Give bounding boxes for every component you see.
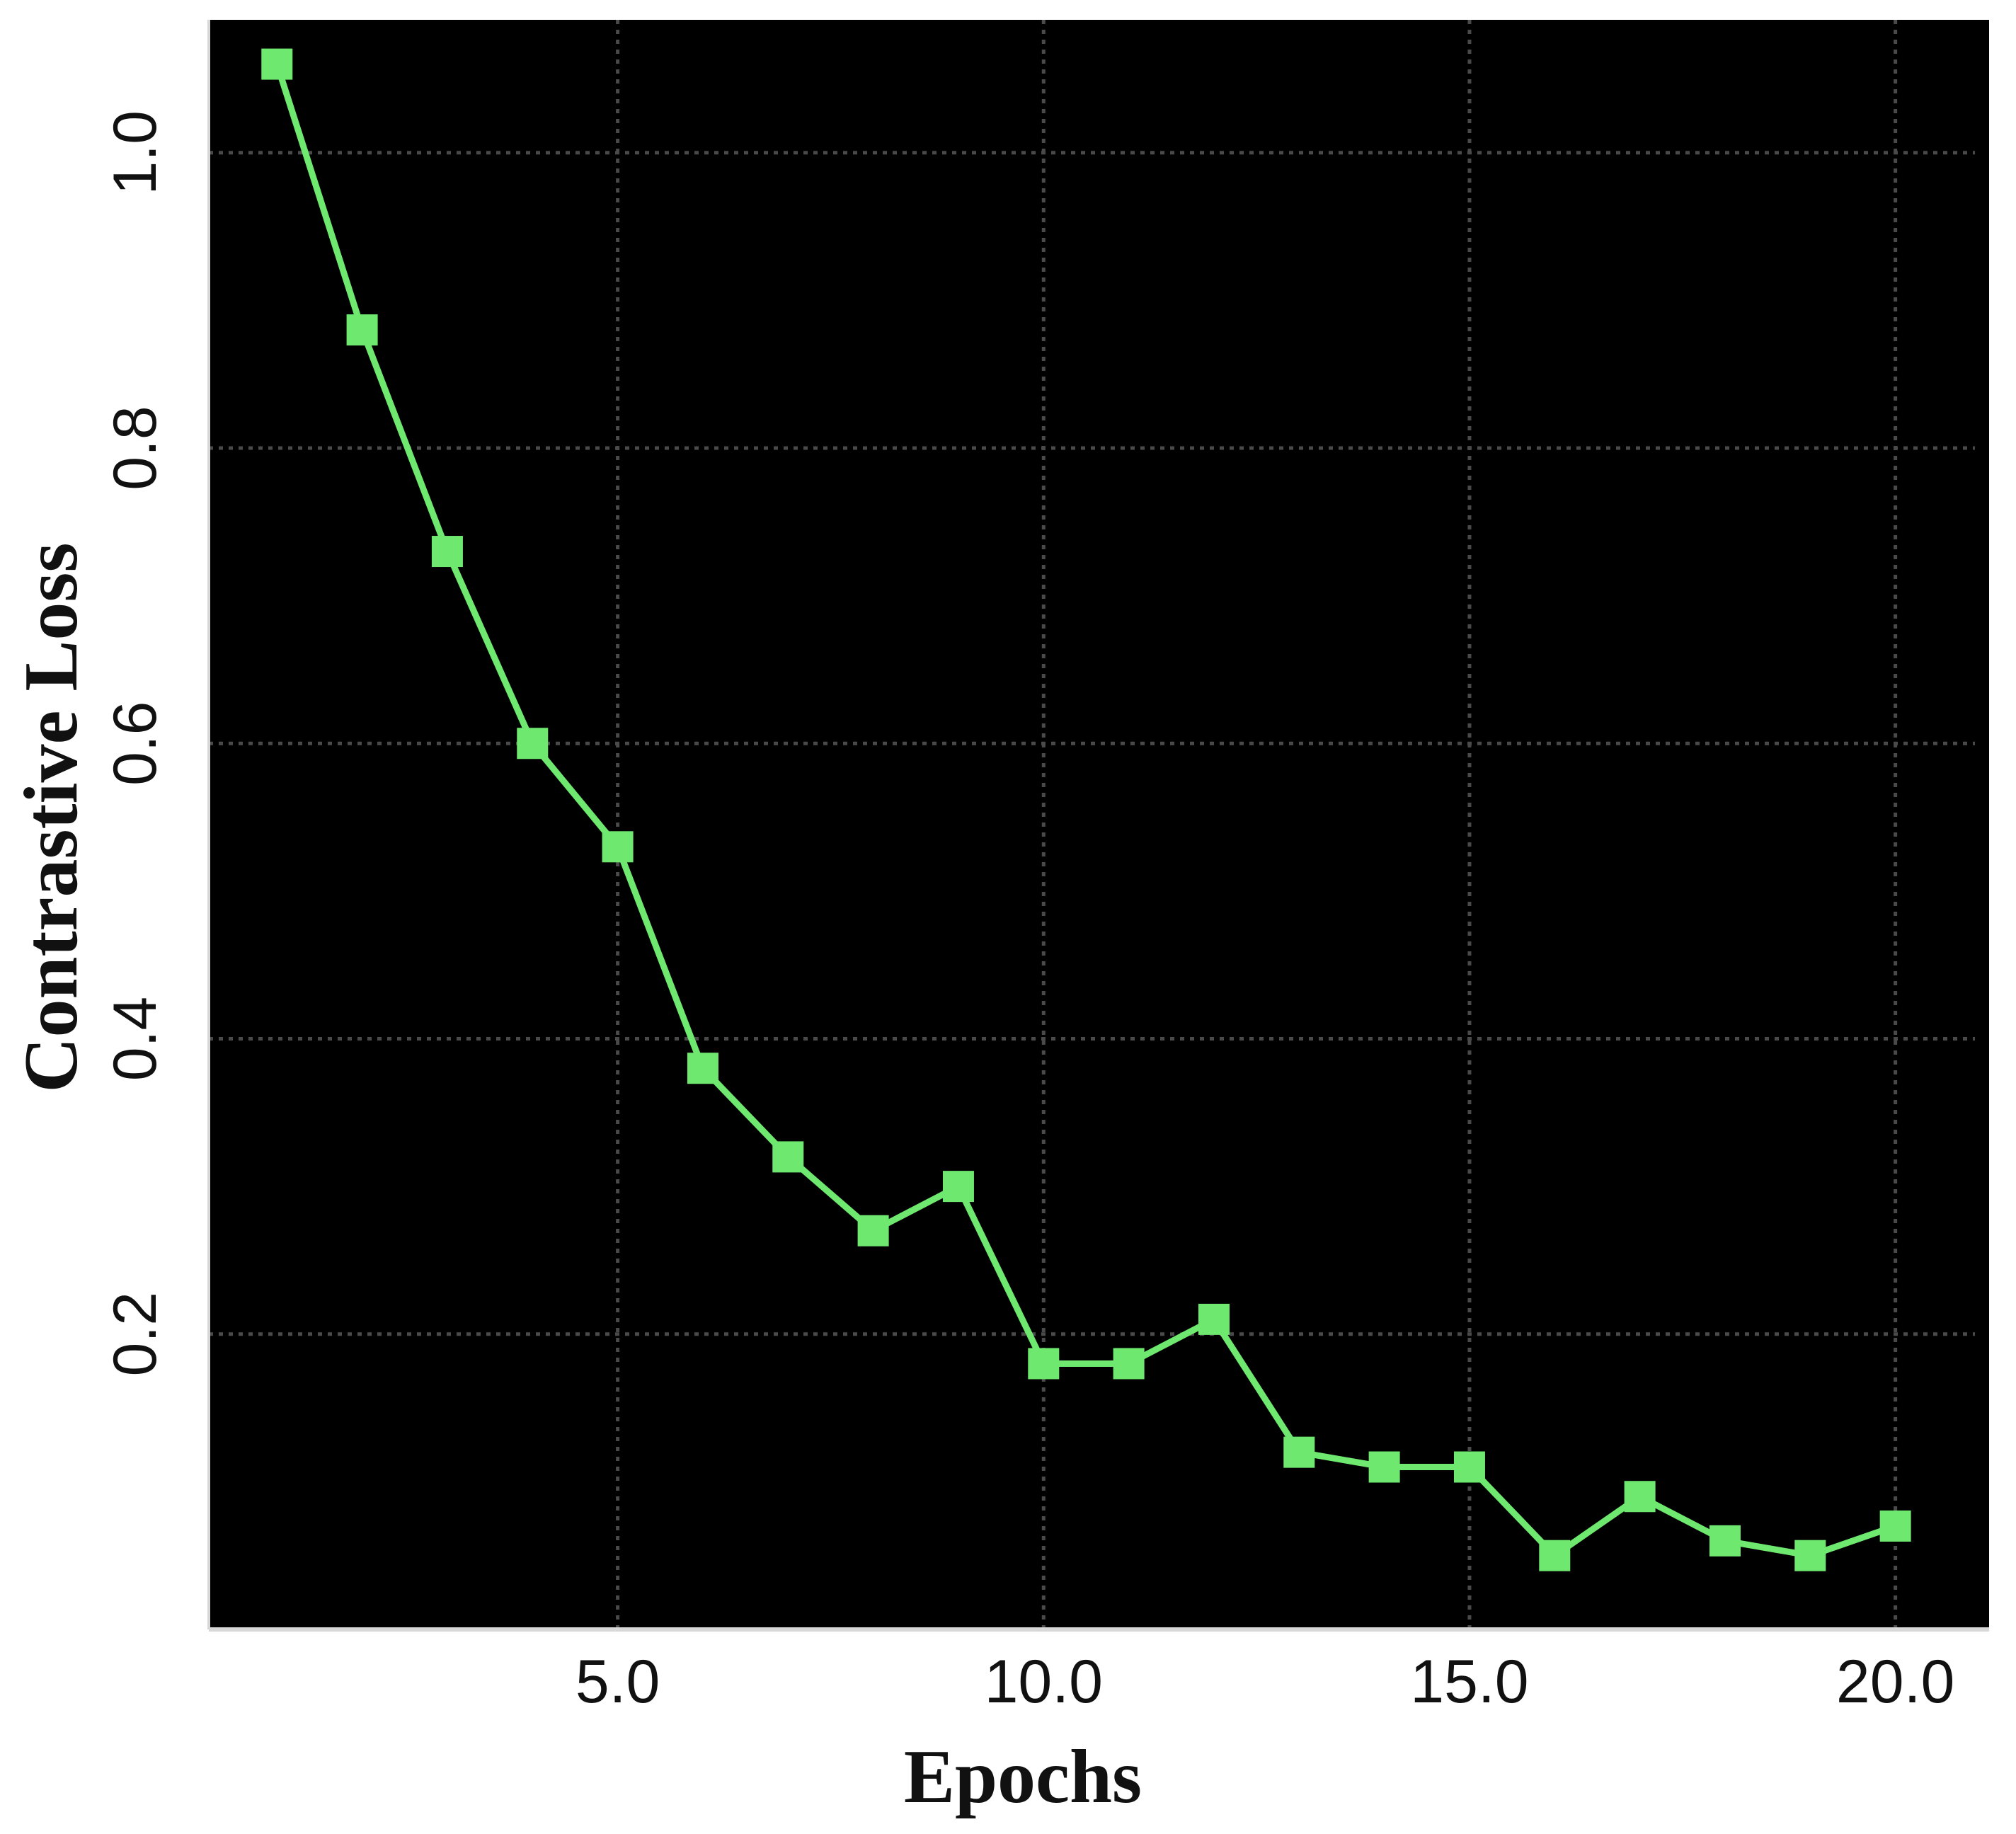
data-point-marker bbox=[1198, 1303, 1230, 1335]
tick-labels: 5.0 10.0 15.0 20.0 0.2 0.4 0.6 0.8 1.0 bbox=[101, 110, 1954, 1716]
plot-background bbox=[209, 20, 1989, 1629]
x-tick-label: 20.0 bbox=[1836, 1648, 1954, 1716]
data-point-marker bbox=[1283, 1436, 1315, 1468]
x-axis-label: Epochs bbox=[904, 1735, 1142, 1819]
data-point-marker bbox=[261, 48, 293, 80]
data-point-marker bbox=[1879, 1510, 1911, 1542]
y-tick-label: 0.8 bbox=[101, 406, 169, 491]
data-point-marker bbox=[431, 536, 463, 568]
data-point-marker bbox=[346, 314, 378, 346]
data-point-marker bbox=[1709, 1525, 1741, 1557]
grid bbox=[209, 20, 1975, 1629]
data-point-marker bbox=[1028, 1348, 1060, 1380]
axes bbox=[207, 20, 1989, 1632]
data-point-marker bbox=[1539, 1540, 1571, 1571]
y-axis-label: Contrastive Loss bbox=[9, 543, 93, 1093]
x-tick-label: 5.0 bbox=[575, 1648, 660, 1716]
data-point-marker bbox=[517, 728, 549, 760]
data-point-marker bbox=[1794, 1540, 1826, 1571]
y-tick-label: 1.0 bbox=[101, 110, 169, 195]
data-point-marker bbox=[1368, 1451, 1400, 1483]
data-point-marker bbox=[687, 1053, 718, 1084]
data-point-marker bbox=[1624, 1481, 1656, 1513]
series bbox=[261, 48, 1911, 1571]
data-point-marker bbox=[942, 1171, 974, 1203]
y-tick-label: 0.4 bbox=[101, 997, 169, 1082]
data-point-marker bbox=[1113, 1348, 1145, 1380]
data-point-marker bbox=[772, 1141, 804, 1173]
data-point-marker bbox=[602, 831, 634, 863]
y-tick-label: 0.6 bbox=[101, 701, 169, 786]
data-point-marker bbox=[1453, 1451, 1485, 1483]
x-tick-label: 15.0 bbox=[1410, 1648, 1528, 1716]
data-point-marker bbox=[857, 1215, 889, 1246]
x-tick-label: 10.0 bbox=[985, 1648, 1103, 1716]
y-tick-label: 0.2 bbox=[101, 1292, 169, 1377]
